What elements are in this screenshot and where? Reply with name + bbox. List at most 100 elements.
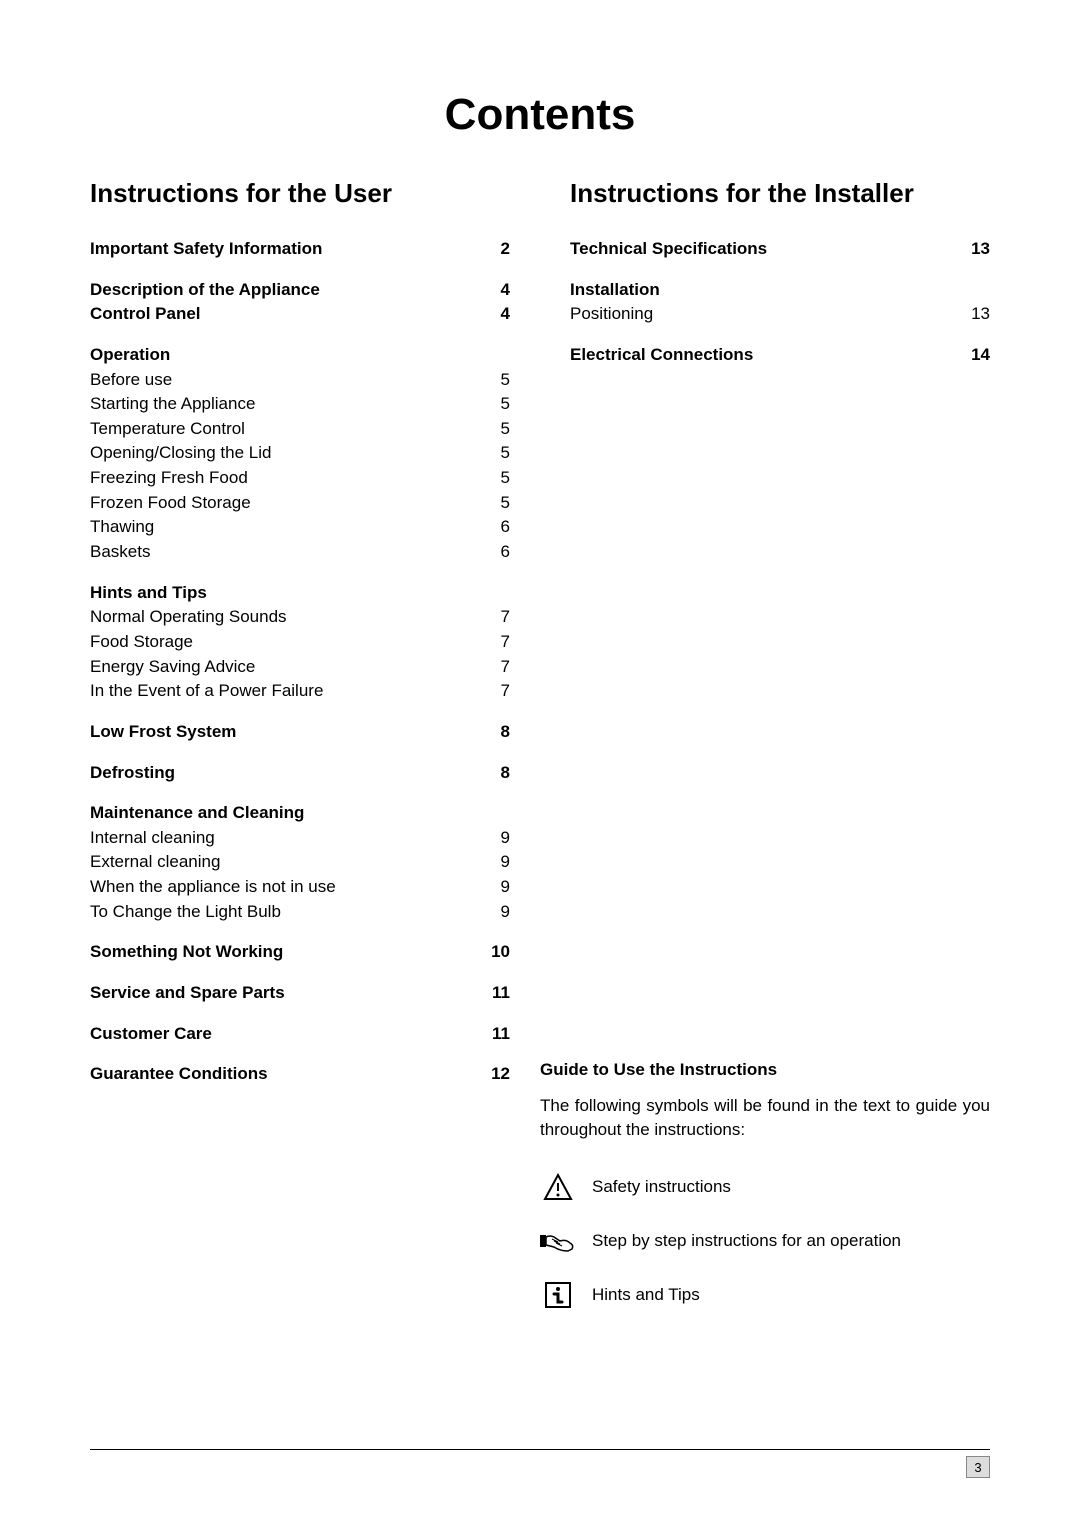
toc-group: Important Safety Information 2 [90, 237, 510, 262]
toc-label: Thawing [90, 515, 154, 540]
toc-label: Temperature Control [90, 417, 245, 442]
user-section-heading: Instructions for the User [90, 178, 510, 209]
toc-group: Defrosting 8 [90, 761, 510, 786]
toc-entry: External cleaning 9 [90, 850, 510, 875]
toc-entry: Starting the Appliance5 [90, 392, 510, 417]
toc-page: 8 [501, 761, 510, 786]
toc-page: 11 [492, 981, 510, 1006]
content-columns: Instructions for the User Important Safe… [90, 178, 990, 1103]
toc-entry: Description of the Appliance4 [90, 278, 510, 303]
toc-page: 5 [501, 417, 510, 442]
toc-group: Hints and TipsNormal Operating Sounds7Fo… [90, 581, 510, 704]
toc-label: Something Not Working [90, 940, 283, 965]
toc-page: 9 [501, 850, 510, 875]
toc-page: 5 [501, 368, 510, 393]
toc-entry: Important Safety Information 2 [90, 237, 510, 262]
toc-label: Description of the Appliance [90, 278, 320, 303]
toc-label: Maintenance and Cleaning [90, 801, 304, 826]
toc-label: Control Panel [90, 302, 201, 327]
legend-label: Step by step instructions for an operati… [592, 1231, 901, 1251]
toc-label: Energy Saving Advice [90, 655, 255, 680]
page-number: 3 [966, 1456, 990, 1478]
toc-group: InstallationPositioning 13 [570, 278, 990, 327]
toc-group: Description of the Appliance4Control Pan… [90, 278, 510, 327]
toc-page: 9 [501, 826, 510, 851]
toc-label: External cleaning [90, 850, 220, 875]
toc-page: 5 [501, 466, 510, 491]
toc-label: Hints and Tips [90, 581, 207, 606]
toc-page: 7 [501, 679, 510, 704]
toc-page: 9 [501, 900, 510, 925]
toc-group: Low Frost System8 [90, 720, 510, 745]
toc-entry: Positioning 13 [570, 302, 990, 327]
info-icon [540, 1280, 576, 1310]
toc-entry: Customer Care11 [90, 1022, 510, 1047]
toc-entry: Temperature Control 5 [90, 417, 510, 442]
legend-safety: Safety instructions [540, 1172, 990, 1202]
toc-entry: Before use 5 [90, 368, 510, 393]
toc-group: OperationBefore use5Starting the Applian… [90, 343, 510, 565]
toc-label: Defrosting [90, 761, 175, 786]
toc-entry: Low Frost System8 [90, 720, 510, 745]
guide-heading: Guide to Use the Instructions [540, 1060, 990, 1080]
toc-label: Frozen Food Storage [90, 491, 251, 516]
toc-entry: Electrical Connections14 [570, 343, 990, 368]
toc-entry: Service and Spare Parts 11 [90, 981, 510, 1006]
guide-text: The following symbols will be found in t… [540, 1094, 990, 1142]
toc-entry: When the appliance is not in use9 [90, 875, 510, 900]
toc-label: Baskets [90, 540, 150, 565]
warning-icon [540, 1172, 576, 1202]
toc-page: 9 [501, 875, 510, 900]
toc-page: 6 [501, 540, 510, 565]
toc-entry: Baskets 6 [90, 540, 510, 565]
toc-page: 8 [501, 720, 510, 745]
toc-entry: Installation [570, 278, 990, 303]
legend-label: Hints and Tips [592, 1285, 700, 1305]
toc-entry: To Change the Light Bulb9 [90, 900, 510, 925]
page-title: Contents [90, 90, 990, 140]
hand-icon [540, 1226, 576, 1256]
toc-group: Guarantee Conditions12 [90, 1062, 510, 1087]
toc-page: 13 [971, 302, 990, 327]
toc-entry: Hints and Tips [90, 581, 510, 606]
toc-group: Customer Care11 [90, 1022, 510, 1047]
toc-entry: Freezing Fresh Food 5 [90, 466, 510, 491]
toc-page: 2 [501, 237, 510, 262]
toc-label: Installation [570, 278, 660, 303]
toc-entry: In the Event of a Power Failure7 [90, 679, 510, 704]
toc-label: Freezing Fresh Food [90, 466, 248, 491]
toc-label: Service and Spare Parts [90, 981, 285, 1006]
toc-label: Starting the Appliance [90, 392, 255, 417]
legend-label: Safety instructions [592, 1177, 731, 1197]
toc-page: 4 [501, 302, 510, 327]
toc-label: Technical Specifications [570, 237, 767, 262]
toc-label: Internal cleaning [90, 826, 215, 851]
toc-page: 10 [491, 940, 510, 965]
toc-label: Opening/Closing the Lid [90, 441, 271, 466]
toc-page: 7 [501, 605, 510, 630]
toc-entry: Food Storage7 [90, 630, 510, 655]
toc-entry: Maintenance and Cleaning [90, 801, 510, 826]
toc-page: 7 [501, 655, 510, 680]
toc-entry: Internal cleaning 9 [90, 826, 510, 851]
toc-entry: Normal Operating Sounds7 [90, 605, 510, 630]
toc-label: Important Safety Information [90, 237, 322, 262]
toc-group: Maintenance and CleaningInternal cleanin… [90, 801, 510, 924]
toc-entry: Something Not Working 10 [90, 940, 510, 965]
left-column: Instructions for the User Important Safe… [90, 178, 510, 1103]
toc-page: 6 [501, 515, 510, 540]
toc-group: Electrical Connections14 [570, 343, 990, 368]
toc-entry: Thawing 6 [90, 515, 510, 540]
toc-entry: Control Panel 4 [90, 302, 510, 327]
toc-page: 12 [491, 1062, 510, 1087]
toc-entry: Technical Specifications 13 [570, 237, 990, 262]
toc-label: Food Storage [90, 630, 193, 655]
toc-label: Positioning [570, 302, 653, 327]
toc-entry: Opening/Closing the Lid5 [90, 441, 510, 466]
guide-section: Guide to Use the Instructions The follow… [540, 1060, 990, 1334]
toc-page: 5 [501, 491, 510, 516]
footer-divider [90, 1449, 990, 1450]
toc-group: Technical Specifications 13 [570, 237, 990, 262]
toc-label: Before use [90, 368, 172, 393]
toc-page: 13 [971, 237, 990, 262]
